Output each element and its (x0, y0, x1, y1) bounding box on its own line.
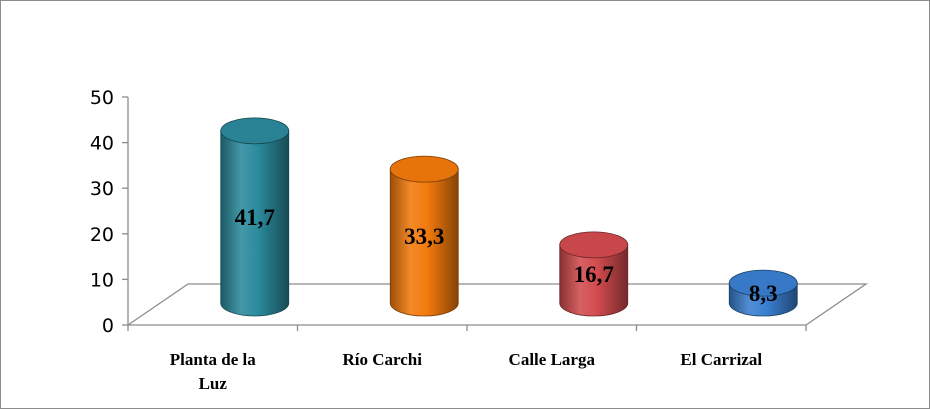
y-tick-label: 40 (90, 133, 114, 155)
bar-cylinder (220, 117, 290, 317)
bar-top (728, 269, 798, 297)
y-tick-label: 20 (90, 224, 114, 246)
bar-body (389, 168, 459, 317)
y-tick-label: 0 (102, 315, 114, 337)
x-category-label: Planta de la Luz (170, 350, 256, 393)
x-category-label: Calle Larga (509, 350, 596, 369)
data-label: 16,7 (574, 262, 614, 287)
y-tick-label: 50 (90, 87, 114, 109)
bar-body (220, 130, 290, 317)
x-category-label: Río Carchi (343, 350, 423, 369)
data-label: 33,3 (404, 224, 444, 249)
bar-cylinder (389, 155, 459, 317)
y-tick-label: 30 (90, 178, 114, 200)
x-category-label: El Carrizal (680, 350, 762, 369)
chart-floor (125, 283, 869, 326)
bar-body (559, 244, 629, 317)
bar-cylinder (559, 231, 629, 317)
data-label: 41,7 (235, 205, 275, 230)
bar-top (389, 155, 459, 183)
bar-top (559, 231, 629, 259)
data-label: 8,3 (749, 281, 778, 306)
bar-cylinder (728, 269, 798, 317)
bar-top (220, 117, 290, 145)
y-tick-label: 10 (90, 269, 114, 291)
